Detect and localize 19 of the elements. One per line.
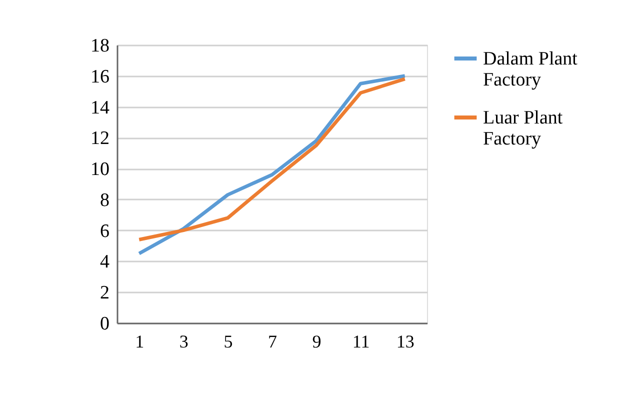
y-tick-label: 16 [90,66,110,88]
y-tick-label: 18 [90,36,110,56]
y-tick-label: 4 [100,252,110,273]
x-tick-label: 9 [312,332,322,352]
x-tick-label: 5 [224,332,233,352]
y-tick-label: 8 [100,190,110,211]
y-tick-label: 12 [90,128,110,150]
y-tick-label: 10 [90,159,110,180]
legend-label: Dalam Plant Factory [483,48,578,90]
legend-label: Luar Plant Factory [483,108,564,150]
y-tick-label: 0 [100,314,110,334]
y-tick-label: 2 [100,282,110,304]
y-tick-label: 14 [90,97,110,118]
x-tick-label: 13 [396,332,414,352]
y-tick-label: 6 [100,220,110,242]
x-tick-label: 3 [179,332,188,352]
x-tick-label: 1 [135,332,144,352]
x-tick-label: 11 [352,332,370,352]
x-tick-label: 7 [268,332,277,352]
